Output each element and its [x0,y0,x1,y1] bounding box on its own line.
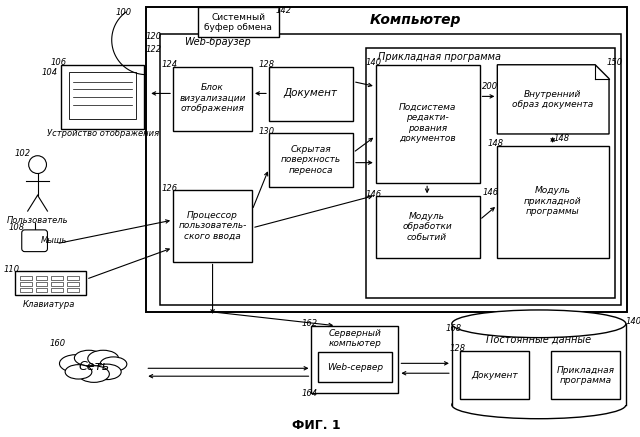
Text: 124: 124 [162,60,178,69]
Text: Сеть: Сеть [78,360,109,373]
Ellipse shape [65,364,92,379]
Text: Прикладная программа: Прикладная программа [378,52,502,62]
Text: 128: 128 [259,60,275,69]
Bar [36,288,47,292]
Bar [67,282,79,286]
Bar [366,48,615,298]
Text: Пользователь: Пользователь [7,216,68,225]
Bar [51,276,63,280]
Text: 168: 168 [445,324,462,333]
Bar [51,288,63,292]
Text: Постоянные данные: Постоянные данные [486,335,591,345]
Bar [173,67,252,131]
Text: Мышь: Мышь [41,236,68,245]
Text: 148: 148 [554,135,570,143]
Text: Компьютер: Компьютер [369,13,461,27]
Text: Серверный
компьютер: Серверный компьютер [328,329,381,348]
Text: 126: 126 [162,184,178,193]
Text: Устройство отображения: Устройство отображения [47,129,159,139]
Text: 128: 128 [450,344,466,353]
Bar [160,34,621,305]
Text: Внутренний
образ документа: Внутренний образ документа [512,90,593,109]
Bar [376,65,479,184]
Ellipse shape [100,357,127,371]
Bar [550,351,620,399]
Text: 106: 106 [51,58,67,67]
Text: 142: 142 [276,6,292,15]
Bar [69,72,136,119]
Text: Клавиатура: Клавиатура [23,299,76,309]
Bar [269,67,353,121]
Bar [147,7,627,312]
Ellipse shape [79,366,109,382]
Text: 140: 140 [365,58,382,67]
Text: 164: 164 [301,389,317,399]
Ellipse shape [452,391,626,419]
Text: 130: 130 [259,126,275,135]
Bar [460,351,529,399]
Polygon shape [497,65,609,134]
Bar [20,282,31,286]
Bar [36,282,47,286]
Text: 108: 108 [9,223,25,232]
Bar [67,276,79,280]
Text: 120: 120 [145,31,161,41]
Text: Web-браузер: Web-браузер [184,37,251,47]
Text: 146: 146 [365,190,382,199]
Ellipse shape [74,350,103,366]
Text: 102: 102 [15,149,31,158]
Text: 104: 104 [42,68,58,77]
Text: Системный
буфер обмена: Системный буфер обмена [204,13,272,32]
Text: 146: 146 [483,188,499,197]
Ellipse shape [452,310,626,338]
Text: 150: 150 [607,58,623,67]
Text: 140: 140 [626,317,640,326]
Bar [198,7,279,37]
Text: 148: 148 [487,139,504,148]
Bar [20,276,31,280]
Bar [269,133,353,187]
Text: Процессор
пользователь-
ского ввода: Процессор пользователь- ского ввода [179,211,247,241]
Bar [20,288,31,292]
Text: 200: 200 [483,82,499,91]
Bar [36,276,47,280]
Bar [61,65,145,129]
Bar [15,271,86,295]
Text: Скрытая
поверхность
переноса: Скрытая поверхность переноса [280,145,340,174]
Text: Документ: Документ [284,88,337,98]
Bar [67,288,79,292]
Text: 160: 160 [49,339,65,348]
Text: 110: 110 [4,265,20,274]
Text: Подсистема
редакти-
рования
документов: Подсистема редакти- рования документов [399,103,456,143]
Text: ФИГ. 1: ФИГ. 1 [292,419,340,432]
Bar [312,326,399,393]
Bar [318,353,392,382]
Ellipse shape [60,355,92,372]
FancyBboxPatch shape [22,230,47,252]
Bar [376,196,479,257]
Text: Документ: Документ [471,371,518,380]
Ellipse shape [88,350,118,367]
Bar [51,282,63,286]
Text: 122: 122 [145,45,161,55]
Text: Модуль
прикладной
программы: Модуль прикладной программы [524,186,582,216]
Ellipse shape [92,364,121,380]
Text: Web-сервер: Web-сервер [327,363,383,372]
Text: 100: 100 [116,8,132,17]
Text: 162: 162 [301,319,317,328]
Bar [173,191,252,261]
Text: Модуль
обработки
событий: Модуль обработки событий [403,212,452,242]
Bar [497,146,609,257]
Bar [452,324,626,405]
Text: Прикладная
программа: Прикладная программа [556,365,614,385]
Text: Блок
визуализации
отображения: Блок визуализации отображения [179,83,246,113]
